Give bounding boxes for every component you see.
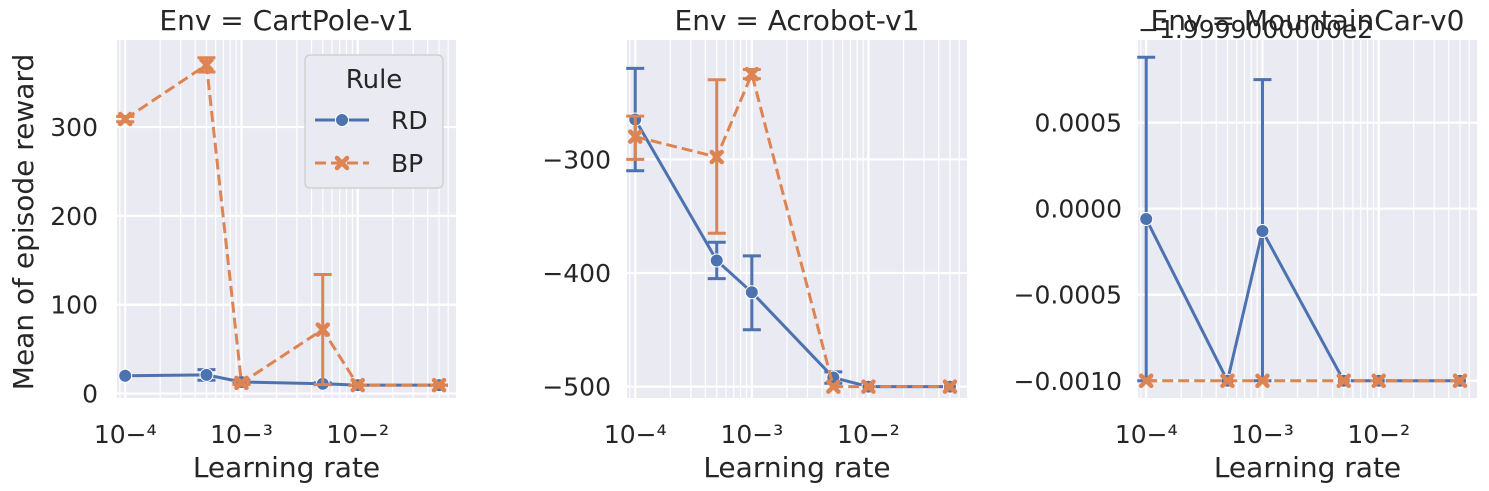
x-tick-label: 10−⁴ xyxy=(604,420,667,449)
x-tick-label: 10−⁴ xyxy=(94,420,157,449)
x-tick-label: 10−² xyxy=(326,420,389,449)
data-point xyxy=(431,377,447,393)
y-tick-label: 0.0005 xyxy=(1035,109,1122,138)
legend-marker-rd xyxy=(335,113,349,127)
data-point xyxy=(709,253,724,268)
data-point xyxy=(826,379,841,394)
y-offset-text: −1.9999000000e2 xyxy=(1138,15,1373,44)
data-point xyxy=(942,379,958,394)
data-point xyxy=(350,377,365,393)
y-tick-label: 200 xyxy=(50,202,98,231)
x-tick-label: 10−³ xyxy=(720,420,783,449)
data-point xyxy=(118,368,133,383)
plot-area xyxy=(627,40,967,398)
data-point xyxy=(1255,373,1270,389)
data-point xyxy=(744,285,759,300)
data-point xyxy=(861,379,876,394)
y-tick-label: 0 xyxy=(82,380,98,409)
series-bp xyxy=(116,56,449,393)
minor-gridlines xyxy=(1140,40,1470,398)
x-tick-label: 10−⁴ xyxy=(1115,420,1178,449)
data-point xyxy=(315,322,330,337)
y-tick-label: −0.0010 xyxy=(1014,367,1122,396)
x-tick-label: 10−³ xyxy=(210,420,273,449)
data-point xyxy=(199,57,214,73)
data-point xyxy=(1452,373,1468,389)
minor-gridlines xyxy=(629,40,960,398)
data-point xyxy=(1336,373,1351,389)
legend-label-bp: BP xyxy=(391,149,423,178)
legend-title: Rule xyxy=(346,65,403,95)
y-tick-label: 300 xyxy=(50,113,98,142)
series-bp xyxy=(1138,373,1468,389)
data-point xyxy=(117,111,133,127)
x-tick-label: 10−³ xyxy=(1231,420,1294,449)
y-tick-label: 100 xyxy=(50,291,98,320)
legend-marker-bp xyxy=(334,155,350,171)
series-line xyxy=(124,63,440,387)
panel-3: −0.0010 −0.0005 0.0000 0.0005 10−⁴ 10−³ 10−²Le… xyxy=(1014,4,1477,484)
series-bp xyxy=(626,66,958,394)
y-tick-label: −400 xyxy=(542,259,611,288)
legend: Rule RD BP xyxy=(304,54,444,189)
y-axis-label: Mean of episode reward xyxy=(7,54,40,390)
data-point xyxy=(709,149,724,165)
x-axis-label: Learning rate xyxy=(193,451,380,484)
data-point xyxy=(1220,373,1235,389)
y-tick-label: −0.0005 xyxy=(1014,281,1122,310)
data-point xyxy=(234,375,249,391)
panel-title: Env = MountainCar-v0 xyxy=(1151,4,1465,37)
panel-title: Env = CartPole-v1 xyxy=(159,4,413,37)
x-axis-label: Learning rate xyxy=(703,451,890,484)
data-point xyxy=(1139,212,1154,226)
plot-area xyxy=(1138,40,1477,398)
data-point xyxy=(1371,373,1386,389)
data-point xyxy=(744,66,760,82)
data-point xyxy=(1255,224,1270,239)
x-tick-label: 10−² xyxy=(837,420,900,449)
y-tick-label: 0.0000 xyxy=(1035,195,1122,224)
panel-title: Env = Acrobot-v1 xyxy=(675,4,920,37)
y-tick-label: −500 xyxy=(542,373,611,402)
data-point xyxy=(199,367,214,382)
x-tick-label: 10−² xyxy=(1347,420,1410,449)
y-tick-label: −300 xyxy=(542,145,611,174)
legend-label-rd: RD xyxy=(391,106,428,135)
minor-gridlines xyxy=(119,40,449,398)
x-axis-label: Learning rate xyxy=(1214,451,1401,484)
data-point xyxy=(627,129,643,144)
legend-box xyxy=(304,54,444,189)
data-point xyxy=(1138,373,1154,389)
series-line xyxy=(634,72,950,389)
